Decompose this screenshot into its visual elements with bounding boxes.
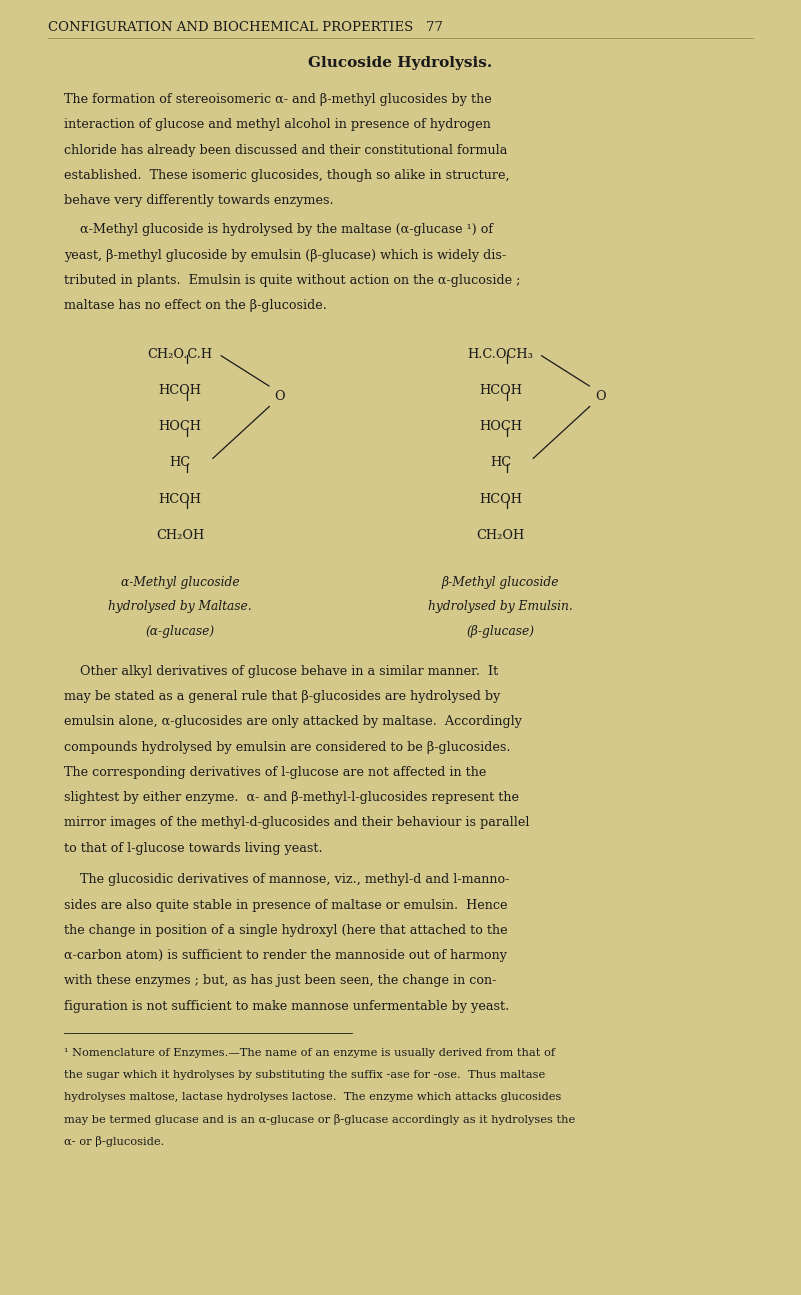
Text: may be termed glucase and is an α-glucase or β-glucase accordingly as it hydroly: may be termed glucase and is an α-glucas… [64,1114,575,1125]
Text: figuration is not sufficient to make mannose unfermentable by yeast.: figuration is not sufficient to make man… [64,1000,509,1013]
Text: compounds hydrolysed by emulsin are considered to be β-glucosides.: compounds hydrolysed by emulsin are cons… [64,741,510,754]
Text: HOCH: HOCH [159,420,202,434]
Text: yeast, β-methyl glucoside by emulsin (β-glucase) which is widely dis-: yeast, β-methyl glucoside by emulsin (β-… [64,249,506,262]
Text: ¹ Nomenclature of Enzymes.—The name of an enzyme is usually derived from that of: ¹ Nomenclature of Enzymes.—The name of a… [64,1048,555,1058]
Text: CH₂OH: CH₂OH [156,528,204,543]
Text: HCOH: HCOH [159,383,202,398]
Text: α-carbon atom) is sufficient to render the mannoside out of harmony: α-carbon atom) is sufficient to render t… [64,949,507,962]
Text: the sugar which it hydrolyses by substituting the suffix -ase for -ose.  Thus ma: the sugar which it hydrolyses by substit… [64,1070,545,1080]
Text: slightest by either enzyme.  α- and β-methyl-l-glucosides represent the: slightest by either enzyme. α- and β-met… [64,791,519,804]
Text: The formation of stereoisomeric α- and β-methyl glucosides by the: The formation of stereoisomeric α- and β… [64,93,492,106]
Text: α-Methyl glucoside is hydrolysed by the maltase (α-glucase ¹) of: α-Methyl glucoside is hydrolysed by the … [64,223,493,237]
Text: HCOH: HCOH [479,383,522,398]
Text: The glucosidic derivatives of mannose, viz., methyl-d and l-manno-: The glucosidic derivatives of mannose, v… [64,873,509,887]
Text: H.C.OCH₃: H.C.OCH₃ [468,347,533,361]
Text: interaction of glucose and methyl alcohol in presence of hydrogen: interaction of glucose and methyl alcoho… [64,118,491,132]
Text: CH₂O.C.H: CH₂O.C.H [147,347,213,361]
Text: HC: HC [170,456,191,470]
Text: hydrolysed by Emulsin.: hydrolysed by Emulsin. [429,600,573,614]
Text: HOCH: HOCH [479,420,522,434]
Text: the change in position of a single hydroxyl (here that attached to the: the change in position of a single hydro… [64,923,508,938]
Text: hydrolysed by Maltase.: hydrolysed by Maltase. [108,600,252,614]
Text: The corresponding derivatives of l-glucose are not affected in the: The corresponding derivatives of l-gluco… [64,765,486,780]
Text: Glucoside Hydrolysis.: Glucoside Hydrolysis. [308,56,493,70]
Text: (β-glucase): (β-glucase) [467,624,534,638]
Text: HCOH: HCOH [159,492,202,506]
Text: to that of l-glucose towards living yeast.: to that of l-glucose towards living yeas… [64,842,323,855]
Text: HCOH: HCOH [479,492,522,506]
Text: tributed in plants.  Emulsin is quite without action on the α-glucoside ;: tributed in plants. Emulsin is quite wit… [64,273,521,287]
Text: CH₂OH: CH₂OH [477,528,525,543]
Text: Other alkyl derivatives of glucose behave in a similar manner.  It: Other alkyl derivatives of glucose behav… [64,664,498,679]
Text: emulsin alone, α-glucosides are only attacked by maltase.  Accordingly: emulsin alone, α-glucosides are only att… [64,715,522,729]
Text: chloride has already been discussed and their constitutional formula: chloride has already been discussed and … [64,144,508,157]
Text: α-Methyl glucoside: α-Methyl glucoside [121,575,239,589]
Text: behave very differently towards enzymes.: behave very differently towards enzymes. [64,194,334,207]
Text: established.  These isomeric glucosides, though so alike in structure,: established. These isomeric glucosides, … [64,168,509,183]
Text: β-Methyl glucoside: β-Methyl glucoside [442,575,559,589]
Text: O: O [275,390,285,403]
Text: HC: HC [490,456,511,470]
Text: may be stated as a general rule that β-glucosides are hydrolysed by: may be stated as a general rule that β-g… [64,690,501,703]
Text: α- or β-glucoside.: α- or β-glucoside. [64,1136,164,1147]
Text: maltase has no effect on the β-glucoside.: maltase has no effect on the β-glucoside… [64,299,327,312]
Text: O: O [595,390,606,403]
Text: with these enzymes ; but, as has just been seen, the change in con-: with these enzymes ; but, as has just be… [64,974,497,988]
Text: (α-glucase): (α-glucase) [146,624,215,638]
Text: mirror images of the methyl-d-glucosides and their behaviour is parallel: mirror images of the methyl-d-glucosides… [64,816,529,830]
Text: hydrolyses maltose, lactase hydrolyses lactose.  The enzyme which attacks glucos: hydrolyses maltose, lactase hydrolyses l… [64,1092,562,1102]
Text: CONFIGURATION AND BIOCHEMICAL PROPERTIES   77: CONFIGURATION AND BIOCHEMICAL PROPERTIES… [48,21,443,34]
Text: sides are also quite stable in presence of maltase or emulsin.  Hence: sides are also quite stable in presence … [64,899,508,912]
